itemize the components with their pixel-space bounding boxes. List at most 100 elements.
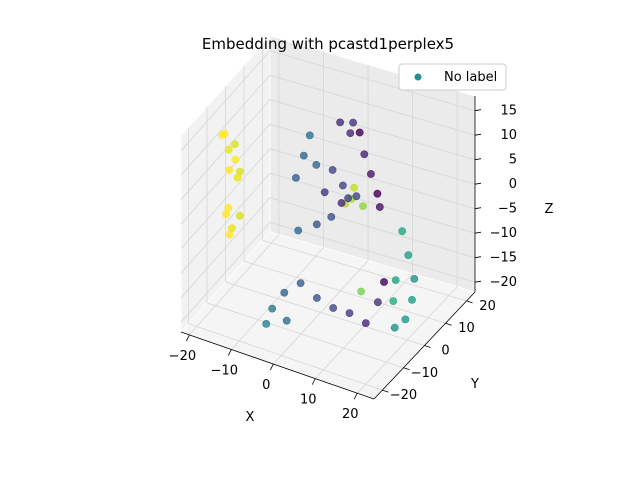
z-axis-label: Z: [545, 202, 554, 217]
data-point: [230, 140, 239, 149]
legend-marker: [414, 73, 422, 81]
data-point: [337, 199, 346, 207]
data-point: [220, 129, 229, 138]
y-tick: [382, 389, 389, 393]
x-tick: [311, 378, 316, 385]
data-point: [373, 298, 382, 307]
x-tick: [353, 392, 358, 400]
data-point: [359, 202, 367, 210]
x-tick: [269, 363, 274, 371]
data-point: [262, 319, 271, 328]
data-point: [389, 297, 398, 305]
y-gridline: [225, 281, 425, 346]
chart-title: Embedding with pcastd1perplex5: [202, 35, 454, 53]
z-tick-label: −20: [490, 275, 517, 290]
data-point: [390, 323, 399, 332]
data-point: [312, 294, 321, 302]
data-point: [235, 211, 244, 220]
y-tick: [466, 300, 473, 304]
z-tick: [474, 158, 482, 161]
data-point: [224, 145, 233, 154]
data-point: [320, 188, 329, 197]
z-gridline: [180, 197, 476, 298]
y-tick-label: −10: [411, 366, 438, 381]
z-tick-label: 5: [509, 153, 517, 168]
z-gridline: [180, 221, 476, 323]
y-tick-label: 0: [441, 344, 449, 359]
data-point: [355, 128, 364, 137]
data-point: [224, 203, 233, 212]
data-point: [336, 118, 344, 127]
y-gridline: [206, 302, 404, 369]
z-gridline: [180, 172, 476, 274]
y-tick: [403, 367, 410, 371]
z-gridline: [180, 74, 476, 176]
z-gridline: [180, 50, 476, 151]
data-point: [401, 315, 410, 324]
z-tick-label: 0: [509, 177, 517, 192]
y-gridline: [262, 239, 467, 302]
data-point: [338, 181, 347, 190]
z-gridline: [180, 123, 476, 225]
data-point: [268, 304, 277, 313]
data-point: [352, 192, 361, 201]
data-point: [349, 118, 357, 127]
data-point: [231, 155, 240, 164]
x-tick-label: 20: [342, 407, 359, 422]
legend-entry-no-label: No label: [444, 70, 497, 85]
x-axis-label: X: [246, 410, 255, 425]
data-point: [291, 173, 300, 182]
data-point: [380, 278, 388, 286]
y-axis-label: Y: [470, 377, 479, 392]
x-tick: [186, 334, 190, 342]
legend: No label: [398, 63, 507, 91]
z-tick: [474, 256, 482, 259]
data-point: [361, 319, 370, 327]
data-point: [357, 287, 365, 296]
z-tick-label: −5: [498, 202, 517, 217]
x-tick-label: 10: [300, 393, 317, 408]
y-tick-label: 10: [458, 321, 475, 336]
z-tick: [474, 231, 482, 234]
data-point: [404, 251, 413, 259]
z-tick: [474, 280, 482, 283]
data-point: [235, 167, 244, 176]
data-point: [305, 131, 314, 140]
data-point: [225, 166, 234, 174]
data-point: [408, 295, 416, 304]
legend-box: [398, 63, 507, 91]
data-point: [312, 220, 321, 229]
data-point: [299, 151, 308, 160]
data-point: [391, 276, 400, 284]
z-tick: [474, 182, 482, 185]
data-point: [228, 224, 236, 233]
z-tick-label: 15: [500, 104, 517, 119]
data-point: [294, 226, 303, 235]
data-point: [345, 309, 354, 317]
scatter-points: [218, 118, 419, 332]
data-point: [312, 160, 321, 169]
z-tick: [474, 109, 482, 112]
x-tick-label: −20: [169, 349, 196, 364]
z-tick-label: 10: [500, 128, 517, 143]
x-tick-label: 0: [262, 378, 270, 393]
y-tick: [424, 345, 431, 348]
y-gridline: [188, 323, 383, 391]
data-point: [327, 212, 336, 221]
data-point: [373, 189, 382, 198]
y-tick-label: 20: [479, 299, 496, 314]
x-axis-line: [180, 331, 375, 400]
data-point: [280, 288, 289, 297]
y-gridline: [243, 260, 446, 324]
data-point: [346, 129, 355, 137]
y-tick-label: −20: [390, 388, 417, 403]
data-point: [410, 274, 419, 283]
z-tick: [474, 133, 482, 136]
z-gridline: [180, 99, 476, 200]
z-tick-label: −10: [490, 226, 517, 241]
z-tick-label: −15: [490, 251, 517, 266]
data-point: [328, 166, 337, 174]
z-gridline: [180, 148, 476, 249]
